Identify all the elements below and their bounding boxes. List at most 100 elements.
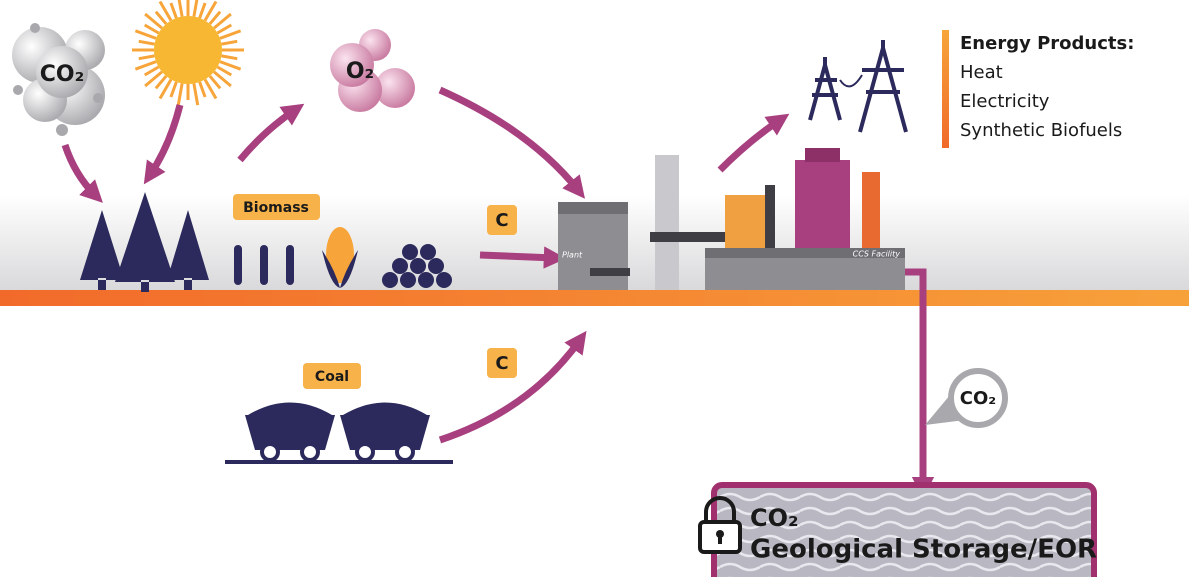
coal-carts-part-part (260, 442, 280, 462)
crops-part-part (436, 272, 452, 288)
sun-part (138, 54, 155, 61)
sun-part (221, 54, 238, 61)
co2-bubble-part (948, 368, 1008, 428)
flow-arrows-part (438, 330, 587, 444)
coal-carts-part (343, 402, 427, 415)
crops-part (326, 227, 354, 283)
sun-part (154, 75, 168, 90)
sun-part (176, 83, 184, 106)
ccs-facility (705, 148, 905, 290)
sun-part (203, 78, 218, 100)
sun-part (144, 70, 163, 88)
co2-cloud-part (93, 93, 103, 103)
carbon-box (487, 205, 517, 235)
sun-part (143, 65, 160, 77)
co2-cloud-part (13, 85, 23, 95)
crops-part-part (420, 244, 436, 260)
pylons-part (858, 40, 908, 133)
coal-carts-part (340, 415, 430, 450)
sun-part (158, 78, 173, 100)
lock-icon-part (704, 496, 736, 522)
coal-carts-part (248, 402, 332, 415)
ccs-facility-part (862, 172, 880, 248)
pipe-co2-label: CO₂ (960, 388, 996, 409)
plant-part (558, 202, 628, 290)
crops-part (260, 245, 268, 285)
product-item: Electricity (960, 91, 1050, 112)
flow-arrows-part (479, 246, 567, 269)
coal-box (303, 363, 361, 389)
storage-line1: CO₂ (750, 504, 799, 532)
coal-label: Coal (315, 369, 349, 385)
plant-part (590, 268, 630, 276)
sun-part (177, 0, 184, 17)
coal-carts-part-part (355, 442, 375, 462)
sun-part (219, 60, 242, 71)
sun-part (216, 65, 233, 77)
plant-part (558, 202, 628, 214)
crops-part-part (400, 272, 416, 288)
trees-part (80, 210, 124, 290)
o2-cloud (330, 29, 415, 112)
coal-carts (225, 402, 453, 464)
sun-part (208, 10, 222, 25)
product-item: Synthetic Biofuels (960, 120, 1122, 141)
flow-arrows-part (143, 104, 184, 185)
sun-part (138, 39, 155, 46)
co2-label: CO₂ (40, 62, 84, 87)
crops-part (234, 245, 242, 285)
trees (80, 192, 209, 292)
sun-part (213, 12, 232, 30)
trees-part (115, 192, 175, 292)
plant-part (650, 232, 770, 242)
sun (132, 0, 244, 106)
ccs-facility-part (725, 195, 770, 250)
sun-part (219, 29, 242, 40)
co2-cloud (12, 23, 105, 136)
crops-part (322, 250, 358, 288)
o2-label: O₂ (346, 59, 374, 84)
biomass-label: Biomass (243, 200, 309, 216)
o2-cloud-part (330, 43, 374, 87)
lock-icon-part (718, 535, 722, 544)
sun-part (134, 60, 157, 71)
product-item: Heat (960, 62, 1003, 83)
sun-part (192, 0, 199, 17)
coal-carts-part-part (395, 442, 415, 462)
pylons-part (839, 74, 863, 88)
flow-arrows-part (717, 113, 790, 173)
co2-cloud-part (36, 46, 88, 98)
flow-arrows-part (61, 143, 103, 203)
carbon-box (487, 348, 517, 378)
sun-part (198, 2, 207, 19)
biomass-box (233, 194, 320, 220)
carbon-label: C (495, 353, 508, 374)
storage-line2: Geological Storage/EOR (750, 535, 1097, 565)
crops-part-part (428, 258, 444, 274)
sun-part (192, 83, 200, 106)
o2-cloud-part (375, 68, 415, 108)
sun-part (134, 29, 157, 40)
crops-part (382, 244, 452, 288)
crops-part (286, 245, 294, 285)
sun-part (213, 70, 232, 88)
sun-part (158, 0, 173, 22)
sun-part (221, 39, 238, 46)
sun-part (216, 23, 233, 35)
sun-part (144, 12, 163, 30)
crops (234, 227, 452, 288)
co2-cloud-part (30, 23, 40, 33)
lock-icon (698, 496, 742, 554)
flow-arrows-part (237, 103, 305, 163)
coal-carts-part (260, 442, 415, 462)
crops-part-part (392, 258, 408, 274)
ccs-facility-part (705, 248, 905, 258)
plant-part (655, 155, 679, 290)
products-title: Energy Products: (960, 33, 1134, 54)
sun-part (169, 2, 178, 19)
co2-cloud-part (56, 124, 68, 136)
co2-bubble (925, 368, 1008, 428)
coal-carts-part (225, 460, 453, 464)
ccs-facility-part (795, 160, 850, 248)
